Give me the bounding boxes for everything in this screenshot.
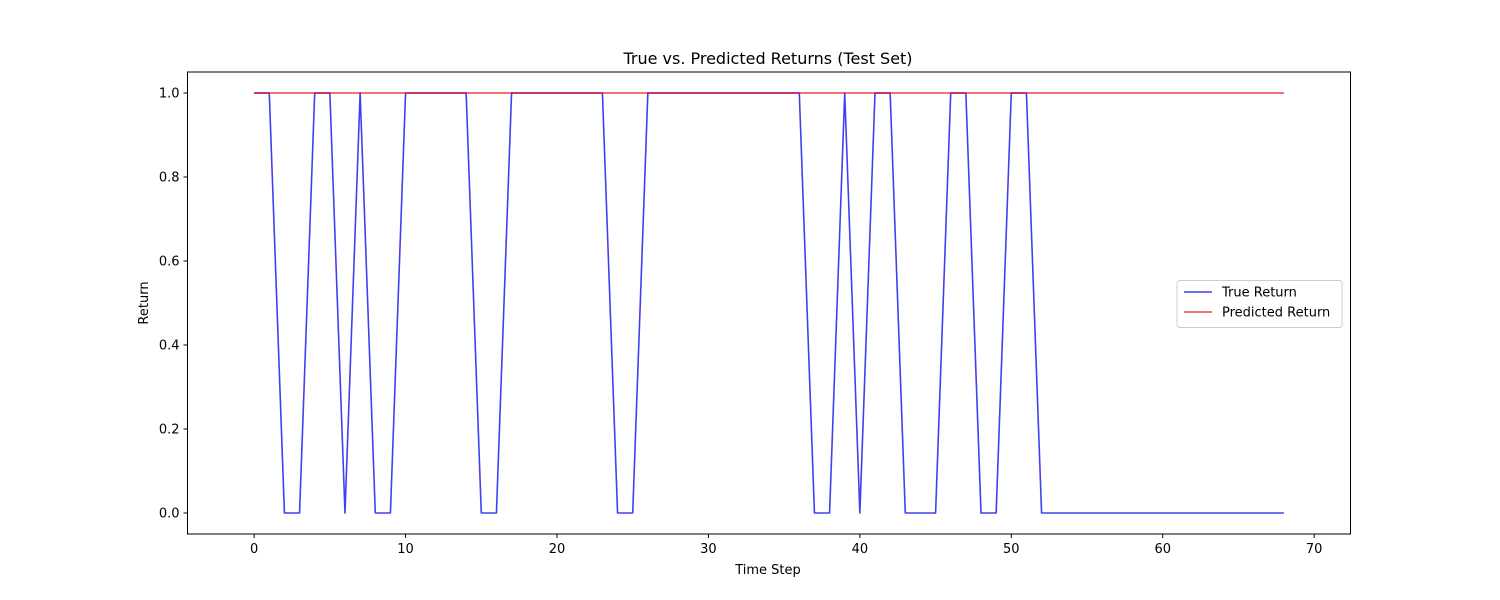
y-tick-label: 0.2 [159,423,180,438]
x-tick-label: 40 [852,542,869,557]
x-tick-label: 70 [1306,542,1323,557]
x-tick-label: 60 [1154,542,1171,557]
legend-label-1: Predicted Return [1222,306,1330,321]
x-tick-label: 0 [250,542,258,557]
y-tick-label: 0.0 [159,507,180,522]
legend-box [1176,280,1343,328]
legend-label-0: True Return [1221,286,1297,301]
y-tick-label: 0.6 [159,255,180,270]
y-tick-label: 1.0 [159,87,180,102]
y-tick-label: 0.4 [159,339,180,354]
x-tick-label: 10 [397,542,414,557]
y-axis-ticks: 0.0 0.2 0.4 0.6 0.8 1.0 [159,87,188,522]
chart-title: True vs. Predicted Returns (Test Set) [622,49,912,68]
x-axis-label: Time Step [734,563,801,578]
y-axis-label: Return [137,281,152,324]
y-tick-label: 0.8 [159,171,180,186]
x-axis-ticks: 0 10 20 30 40 50 60 70 [250,534,1322,557]
x-tick-label: 50 [1003,542,1020,557]
legend[interactable]: True Return Predicted Return [1176,280,1343,328]
series-line-0 [254,92,1284,514]
x-tick-label: 20 [549,542,566,557]
x-tick-label: 30 [700,542,717,557]
plot-area-frame [187,71,1351,535]
series-layer [254,92,1284,514]
